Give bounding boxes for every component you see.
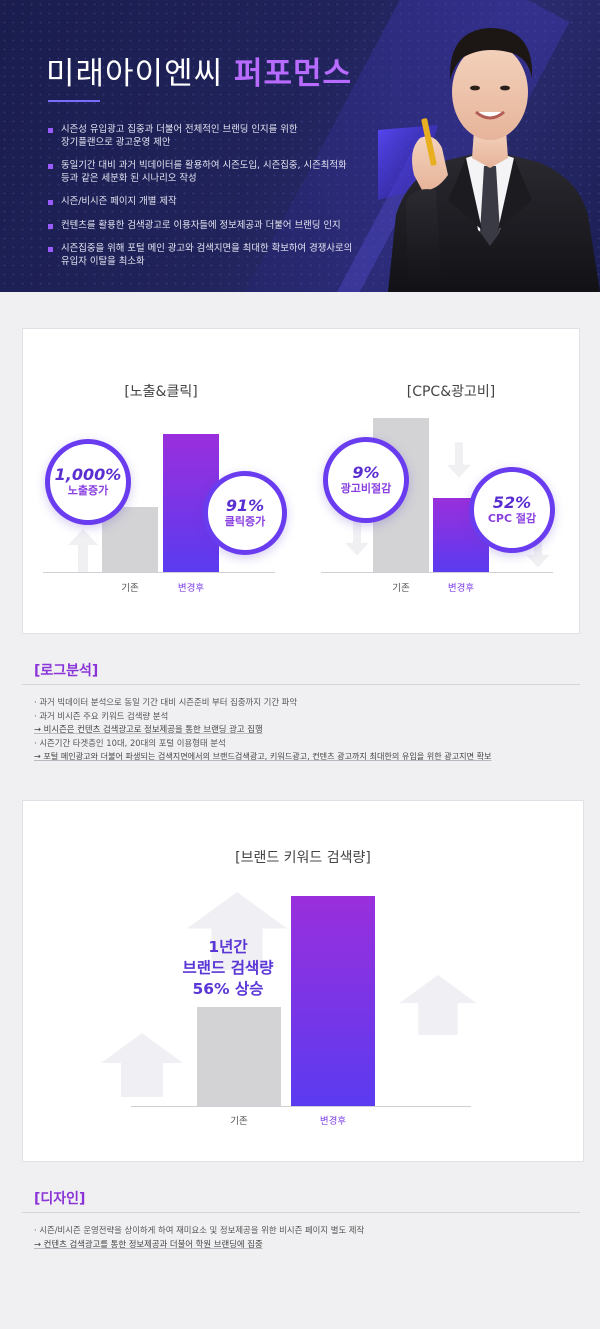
- ghost-down-arrow-icon: [447, 442, 471, 478]
- list-item: · 시즌/비시즌 운영전략을 상이하게 하여 재미요소 및 정보제공을 위한 비…: [34, 1225, 365, 1235]
- brand-search-highlight: 1년간 브랜드 검색량 56% 상승: [163, 937, 293, 1000]
- badge-value: 91%: [225, 496, 265, 515]
- category-label-before: 기존: [121, 583, 139, 594]
- chart-title-cpc: [CPC&광고비]: [406, 384, 496, 400]
- badge-adcost-saving: 9% 광고비절감: [323, 437, 409, 523]
- hero-bullet: 시즌집중을 위해 포털 메인 광고와 검색지면을 최대한 확보하여 경쟁사로의 …: [48, 243, 378, 268]
- ghost-down-arrow-icon: [345, 520, 369, 556]
- ghost-up-arrow-icon: [187, 891, 287, 971]
- log-analysis-list: · 과거 빅데이터 분석으로 동일 기간 대비 시즌준비 부터 집중까지 기간 …: [34, 696, 574, 764]
- highlight-line: 56% 상승: [192, 980, 264, 998]
- ghost-up-arrow-icon: [68, 529, 98, 573]
- bar-brand-before: [197, 1007, 281, 1106]
- section-divider: [22, 684, 580, 685]
- badge-label: 노출증가: [67, 484, 109, 497]
- hero-bullet: 시즌성 유입광고 집중과 더불어 전체적인 브랜딩 인지를 위한 장기플랜으로 …: [48, 124, 378, 149]
- ghost-up-arrow-icon: [101, 1033, 183, 1097]
- list-item: → 포털 메인광고와 더불어 파생되는 검색지면에서의 브랜드검색광고, 키워드…: [34, 751, 492, 762]
- list-item: · 시즌기간 타겟층인 10대, 20대의 포털 이용형태 분석: [34, 737, 226, 748]
- hero-bullet: 시즌/비시즌 페이지 개별 제작: [48, 196, 378, 209]
- chart-baseline: [131, 1106, 471, 1107]
- badge-value: 1,000%: [54, 465, 122, 484]
- badge-exposure-increase: 1,000% 노출증가: [45, 439, 131, 525]
- list-item: · 과거 빅데이터 분석으로 동일 기간 대비 시즌준비 부터 집중까지 기간 …: [34, 697, 298, 707]
- list-item: · 과거 비시즌 주요 키워드 검색량 분석: [34, 710, 169, 721]
- ghost-down-arrow-icon: [526, 532, 550, 568]
- list-item: → 비시즌은 컨텐츠 검색광고로 정보제공을 통한 브랜딩 광고 집행: [34, 724, 263, 735]
- badge-value: 52%: [492, 493, 532, 512]
- section-divider: [22, 1212, 580, 1213]
- ghost-up-arrow-icon: [399, 975, 477, 1035]
- section-title-log-analysis: [로그분석]: [34, 663, 99, 679]
- highlight-line: 1년간: [208, 938, 248, 956]
- chart-baseline: [43, 572, 275, 573]
- chart-title-brand: [브랜드 키워드 검색량]: [235, 850, 371, 866]
- badge-cpc-saving: 52% CPC 절감: [469, 467, 555, 553]
- category-label-before: 기존: [392, 583, 410, 594]
- businessman-illustration: [378, 28, 600, 292]
- bar-brand-after: [291, 896, 375, 1106]
- chart-baseline: [321, 572, 553, 573]
- section-title-design: [디자인]: [34, 1191, 86, 1207]
- hero-bullet: 동일기간 대비 과거 빅데이터를 활용하여 시즌도입, 시즌집중, 시즌최적화 …: [48, 160, 378, 185]
- hero-title-accent: 퍼포먼스: [233, 56, 353, 92]
- hero-title: 미래아이엔씨 퍼포먼스: [46, 48, 352, 93]
- list-item: → 컨텐츠 검색광고를 통한 정보제공과 더불어 학원 브랜딩에 집중: [34, 1238, 263, 1249]
- hero-bullet: 컨텐츠를 활용한 검색광고로 이용자들에 정보제공과 더불어 브랜딩 인지: [48, 220, 378, 233]
- category-label-before: 기존: [230, 1116, 248, 1127]
- category-label-after: 변경후: [319, 1116, 347, 1127]
- badge-label: CPC 절감: [487, 512, 537, 525]
- badge-click-increase: 91% 클릭증가: [203, 471, 287, 555]
- category-label-after: 변경후: [177, 583, 205, 594]
- badge-label: 광고비절감: [340, 482, 392, 495]
- highlight-line: 브랜드 검색량: [182, 959, 274, 977]
- hero-bullet-list: 시즌성 유입광고 집중과 더불어 전체적인 브랜딩 인지를 위한 장기플랜으로 …: [48, 124, 378, 279]
- badge-label: 클릭증가: [224, 515, 266, 528]
- design-list: · 시즌/비시즌 운영전략을 상이하게 하여 재미요소 및 정보제공을 위한 비…: [34, 1224, 574, 1251]
- brand-search-chart-card: [브랜드 키워드 검색량] 기존 변경후 1년간 브랜드 검색량 56% 상승: [22, 800, 584, 1162]
- performance-charts-card: [노출&클릭] 기존 변경후 1,000% 노출증가 91% 클릭증가 [CPC…: [22, 328, 580, 634]
- hero-title-main: 미래아이엔씨: [46, 56, 224, 92]
- category-label-after: 변경후: [447, 583, 475, 594]
- hero-title-underline: [48, 100, 100, 102]
- chart-title-exposure: [노출&클릭]: [124, 384, 198, 400]
- badge-value: 9%: [352, 463, 380, 482]
- hero-banner: 미래아이엔씨 퍼포먼스 시즌성 유입광고 집중과 더불어 전체적인 브랜딩 인지…: [0, 0, 600, 292]
